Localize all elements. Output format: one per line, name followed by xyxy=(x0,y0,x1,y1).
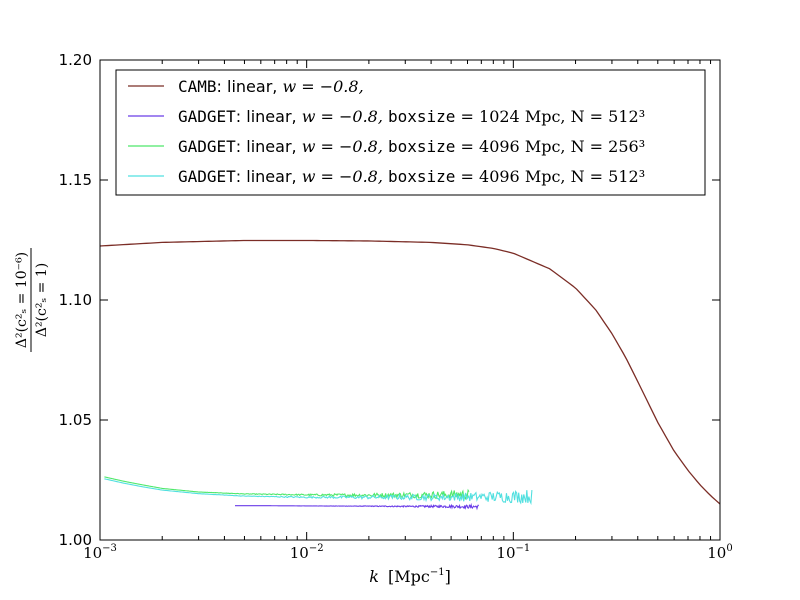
series-line-1 xyxy=(100,239,720,505)
y-axis: 1.00 1.05 1.10 1.15 1.20 xyxy=(59,51,720,549)
x-axis: 10−3 10−2 10−1 100 xyxy=(83,60,733,562)
legend-label-4: GADGET: linear, w = −0.8, boxsize = 4096… xyxy=(178,167,645,186)
x-tick-label: 100 xyxy=(707,543,732,562)
y-axis-label-denominator: Δ²(c²ₛ = 1) xyxy=(34,263,50,337)
y-tick-label: 1.15 xyxy=(59,171,92,189)
series-line-4 xyxy=(104,478,533,506)
legend-label-2: GADGET: linear, w = −0.8, boxsize = 1024… xyxy=(178,107,645,126)
x-axis-label: k [Mpc−1] xyxy=(369,567,451,586)
x-tick-label: 10−2 xyxy=(290,543,324,562)
y-tick-label: 1.00 xyxy=(59,531,92,549)
x-axis-label-unit: [Mpc xyxy=(388,567,430,586)
series-layer xyxy=(100,239,720,511)
series-line-2 xyxy=(235,502,480,511)
legend-label-3: GADGET: linear, w = −0.8, boxsize = 4096… xyxy=(178,137,645,156)
x-tick-label: 10−1 xyxy=(496,543,530,562)
plot-area xyxy=(99,59,721,541)
y-tick-label: 1.10 xyxy=(59,291,92,309)
x-axis-label-unit-exp: −1 xyxy=(430,567,445,578)
series-line-3 xyxy=(104,476,470,501)
y-tick-label: 1.05 xyxy=(59,411,92,429)
x-axis-label-unit-close: ] xyxy=(445,567,451,586)
legend: CAMB: linear, w = −0.8, GADGET: linear, w… xyxy=(115,69,706,196)
legend-label-1: CAMB: linear, w = −0.8, xyxy=(178,77,364,96)
y-axis-label: Δ²(c²ₛ = 10⁻⁶) Δ²(c²ₛ = 1) xyxy=(14,248,50,352)
y-axis-label-numerator: Δ²(c²ₛ = 10⁻⁶) xyxy=(14,252,30,348)
x-axis-label-var: k xyxy=(369,567,379,586)
y-tick-label: 1.20 xyxy=(59,51,92,69)
legend-box xyxy=(115,69,706,196)
x-tick-label: 10−3 xyxy=(83,543,117,562)
